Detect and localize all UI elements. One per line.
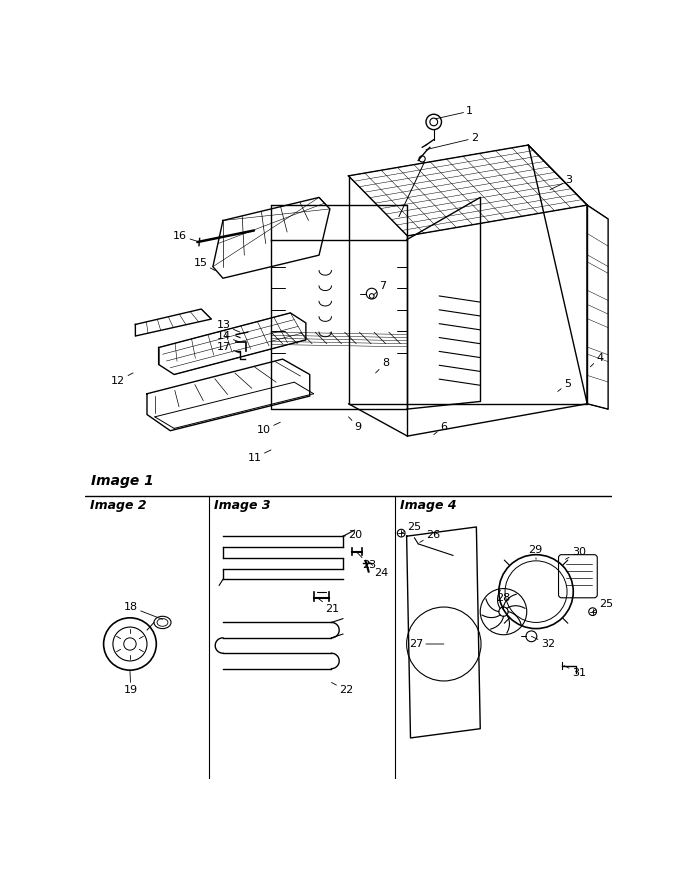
Text: 18: 18 (124, 602, 163, 620)
Text: Image 3: Image 3 (214, 500, 270, 512)
Text: 28: 28 (496, 592, 510, 609)
Text: 25: 25 (401, 522, 422, 533)
Text: 2: 2 (426, 133, 478, 150)
Text: 22: 22 (331, 682, 354, 696)
Text: Image 1: Image 1 (91, 474, 154, 488)
Text: 32: 32 (531, 636, 555, 649)
Text: 25: 25 (593, 599, 613, 612)
Text: 31: 31 (564, 666, 585, 678)
Text: 8: 8 (375, 358, 389, 373)
Text: 7: 7 (373, 281, 387, 295)
Text: 4: 4 (590, 353, 604, 367)
Text: 16: 16 (173, 231, 200, 242)
Text: 5: 5 (558, 379, 571, 391)
Text: 12: 12 (111, 373, 133, 386)
Text: 30: 30 (566, 547, 585, 559)
Text: Image 2: Image 2 (90, 500, 146, 512)
Text: Image 4: Image 4 (400, 500, 456, 512)
Text: 27: 27 (409, 639, 444, 649)
Text: 3: 3 (550, 176, 573, 190)
Text: 6: 6 (434, 422, 447, 435)
Text: 15: 15 (193, 258, 215, 270)
Text: 26: 26 (420, 529, 440, 542)
Text: 29: 29 (528, 545, 543, 559)
Text: 24: 24 (368, 561, 388, 578)
Text: 13: 13 (217, 320, 240, 332)
Text: 9: 9 (348, 416, 362, 432)
Text: 21: 21 (318, 598, 339, 614)
Text: 20: 20 (342, 529, 362, 540)
Text: 1: 1 (435, 106, 473, 119)
Text: 14: 14 (216, 331, 240, 342)
Text: 10: 10 (257, 423, 280, 435)
Text: 23: 23 (356, 551, 377, 570)
Text: 19: 19 (124, 670, 138, 696)
Text: 11: 11 (248, 450, 271, 463)
Text: 17: 17 (216, 342, 240, 353)
